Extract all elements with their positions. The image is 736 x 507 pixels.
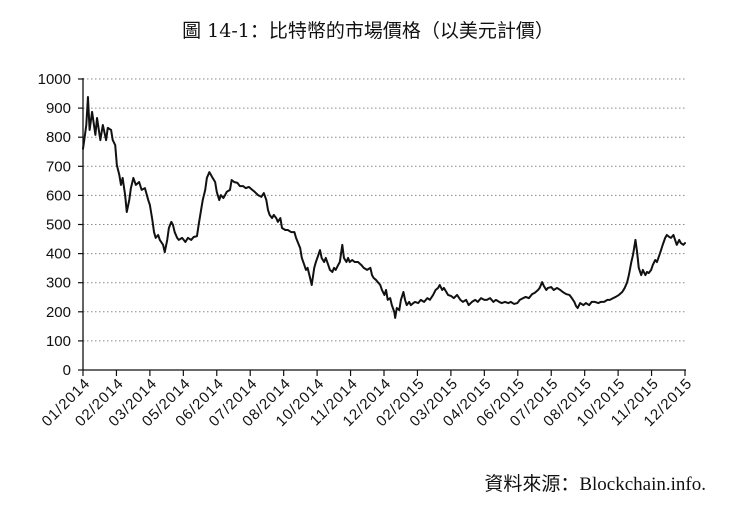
- y-tick-label: 0: [63, 362, 71, 379]
- y-tick-label: 800: [46, 129, 71, 146]
- y-tick-label: 700: [46, 158, 71, 175]
- y-tick-label: 300: [46, 275, 71, 292]
- source-note: 資料來源：Blockchain.info.: [484, 473, 706, 495]
- y-tick-label: 900: [46, 100, 71, 117]
- gridlines: [83, 78, 686, 342]
- y-tick-label: 600: [46, 187, 71, 204]
- y-axis-ticks: 0 100 200 300 400 500 600 700 800 900 1000: [38, 71, 83, 379]
- x-axis-ticks: 01/201402/201403/201405/201406/201407/20…: [39, 370, 696, 430]
- y-tick-label: 200: [46, 304, 71, 321]
- y-tick-label: 1000: [38, 71, 71, 88]
- chart-title: 圖 14-1：比特幣的市場價格（以美元計價）: [182, 20, 554, 42]
- y-tick-label: 400: [46, 246, 71, 263]
- y-tick-label: 500: [46, 217, 71, 234]
- price-line: [82, 96, 686, 319]
- y-tick-label: 100: [46, 333, 71, 350]
